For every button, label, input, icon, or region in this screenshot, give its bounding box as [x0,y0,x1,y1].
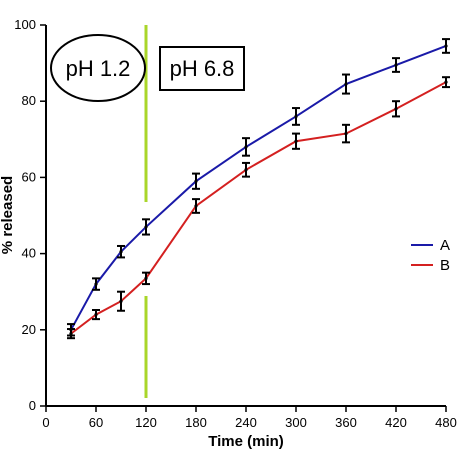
data-point [69,332,73,336]
x-tick-label: 60 [89,415,103,430]
data-point [344,131,348,136]
legend-label-B: B [440,257,450,274]
y-tick-label: 60 [22,169,36,184]
data-point [444,44,448,48]
series-B [67,76,450,340]
data-point [244,168,248,172]
data-point [94,312,98,317]
data-point [394,107,398,111]
y-tick-label: 80 [22,93,36,108]
data-point [244,145,248,149]
data-point [294,139,298,143]
x-tick-label: 360 [335,415,357,430]
data-point [344,82,348,86]
data-point [394,63,398,67]
ph-neutral-annotation: pH 6.8 [170,56,235,81]
data-point [119,299,123,303]
x-tick-label: 0 [42,415,49,430]
data-point [144,225,148,229]
annotations-group: pH 1.2 pH 6.8 [50,34,245,102]
data-point [444,80,448,84]
series-group [67,38,450,340]
series-line-B [70,81,447,335]
x-tick-label: 420 [385,415,407,430]
series-line-A [70,45,447,331]
x-tick-label: 240 [235,415,257,430]
x-axis-title: Time (min) [208,433,284,450]
data-point [94,282,98,286]
x-tick-label: 300 [285,415,307,430]
ph-neutral-annotation-box [159,46,245,91]
legend: AB [411,237,450,274]
legend-label-A: A [440,237,450,254]
y-tick-label: 0 [29,398,36,413]
data-point [144,276,148,280]
ph-acid-annotation-ellipse [50,34,146,102]
ph-acid-annotation: pH 1.2 [66,56,131,81]
y-tick-label: 100 [14,17,36,32]
data-point [294,114,298,119]
x-tick-label: 120 [135,415,157,430]
y-tick-label: 20 [22,322,36,337]
x-tick-label: 480 [435,415,457,430]
x-tick-label: 180 [185,415,207,430]
axes-group: 0 60 120 180 240 300 360 420 480 0 20 40 60 80 100 [14,17,457,430]
y-tick-label: 40 [22,246,36,261]
data-point [119,250,123,254]
data-point [194,179,198,183]
data-point [194,204,198,208]
y-axis-title: % released [0,176,16,254]
